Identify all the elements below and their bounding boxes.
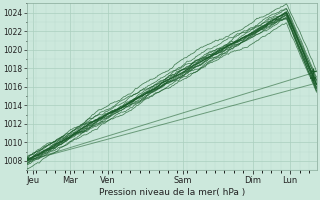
X-axis label: Pression niveau de la mer( hPa ): Pression niveau de la mer( hPa ) <box>99 188 245 197</box>
